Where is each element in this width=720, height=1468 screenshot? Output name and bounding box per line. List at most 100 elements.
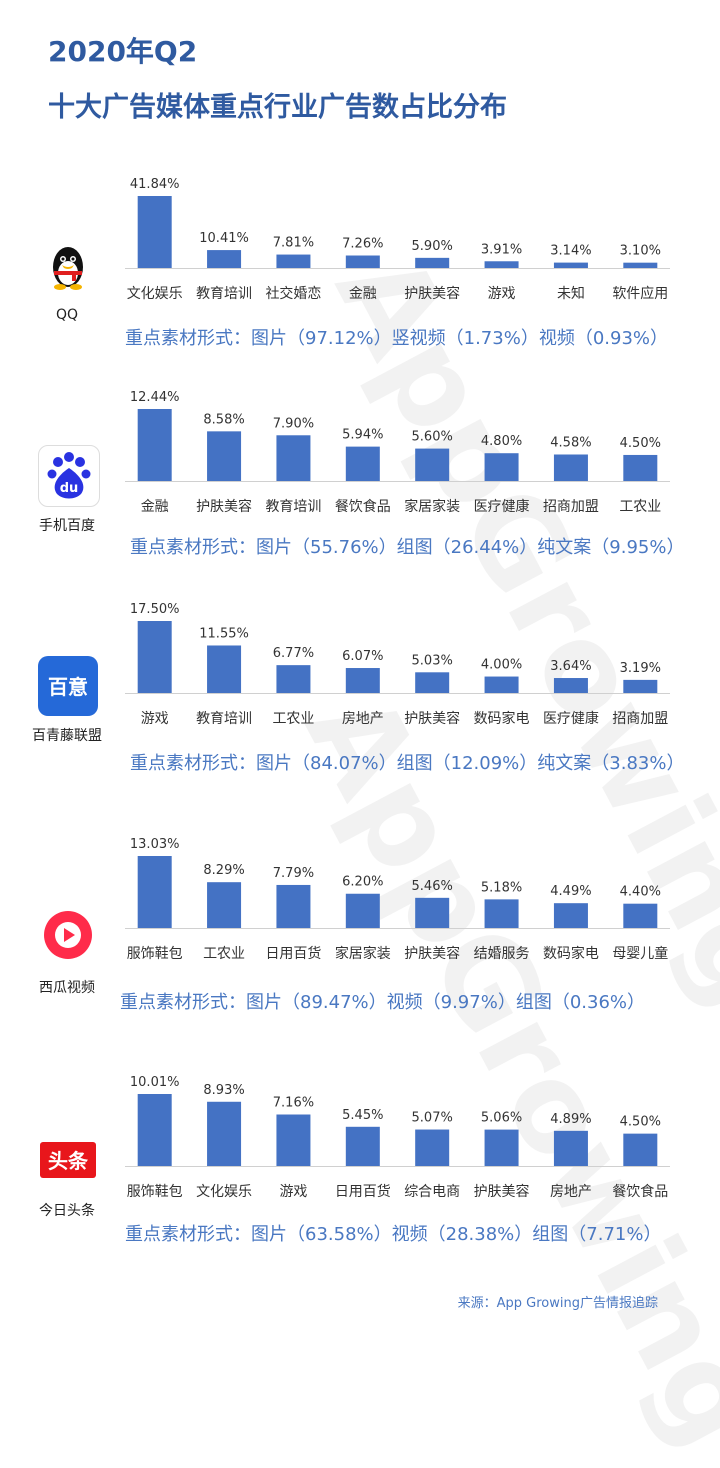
category-label: 餐饮食品 bbox=[335, 498, 391, 515]
data-label: 4.50% bbox=[620, 436, 661, 451]
category-label: 教育培训 bbox=[196, 286, 252, 302]
category-label: 招商加盟 bbox=[543, 499, 599, 515]
bar-chart-svg: 41.84% 文化娱乐 10.41% 教育培训 7.81% 社交婚恋 7.26% 金融 5.90… bbox=[125, 177, 670, 302]
data-label: 17.50% bbox=[130, 602, 180, 617]
category-label: 文化娱乐 bbox=[196, 1184, 252, 1200]
bar bbox=[345, 446, 380, 481]
bar bbox=[345, 1126, 380, 1166]
bar bbox=[623, 454, 658, 481]
logo-text: 头条 bbox=[48, 1149, 89, 1173]
data-label: 4.80% bbox=[481, 434, 522, 449]
bar bbox=[484, 261, 519, 268]
category-label: 游戏 bbox=[488, 286, 516, 302]
data-label: 4.00% bbox=[481, 658, 522, 673]
bar bbox=[623, 903, 658, 928]
bar bbox=[484, 1129, 519, 1166]
category-label: 房地产 bbox=[342, 711, 384, 727]
panel-baidu: du 手机百度 12.44% 金融 8.58% 护肤美容 7.90% 教育培训 5.94% 餐… bbox=[0, 378, 720, 578]
data-label: 5.18% bbox=[481, 880, 522, 895]
baiqingteng-icon: 百意 bbox=[38, 656, 98, 716]
category-label: 文化娱乐 bbox=[127, 286, 183, 302]
category-label: 医疗健康 bbox=[543, 710, 599, 727]
bar bbox=[345, 893, 380, 928]
bar bbox=[553, 1130, 588, 1166]
platform-name: 西瓜视频 bbox=[39, 980, 95, 996]
data-label: 13.03% bbox=[130, 837, 180, 852]
data-label: 4.89% bbox=[550, 1112, 591, 1127]
category-label: 游戏 bbox=[141, 711, 169, 727]
data-label: 12.44% bbox=[130, 390, 180, 405]
bar bbox=[484, 676, 519, 693]
data-label: 6.07% bbox=[342, 649, 383, 664]
bar bbox=[276, 254, 311, 268]
bar-chart-svg: 10.01% 服饰鞋包 8.93% 文化娱乐 7.16% 游戏 5.45% 日用百货 5.07%… bbox=[125, 1075, 670, 1200]
category-label: 教育培训 bbox=[196, 711, 252, 727]
source-note: 来源：App Growing广告情报追踪 bbox=[457, 1296, 658, 1311]
data-label: 5.06% bbox=[481, 1111, 522, 1126]
bar bbox=[276, 435, 311, 481]
bar bbox=[553, 678, 588, 693]
bar bbox=[207, 250, 242, 268]
panel-xigua: 西瓜视频 13.03% 服饰鞋包 8.29% 工农业 7.79% 日用百货 6.20% 家居家… bbox=[0, 825, 720, 1025]
category-label: 护肤美容 bbox=[474, 1183, 530, 1200]
material-note: 重点素材形式：图片（89.47%）视频（9.97%）组图（0.36%） bbox=[120, 992, 645, 1013]
data-label: 11.55% bbox=[199, 626, 249, 641]
data-label: 4.58% bbox=[550, 435, 591, 450]
bar bbox=[553, 454, 588, 481]
category-label: 社交婚恋 bbox=[265, 285, 321, 302]
category-label: 教育培训 bbox=[265, 499, 321, 515]
data-label: 6.77% bbox=[273, 646, 314, 661]
bar bbox=[137, 621, 172, 693]
category-label: 日用百货 bbox=[265, 945, 321, 962]
panel-toutiao: 头条 今日头条 10.01% 服饰鞋包 8.93% 文化娱乐 7.16% 游戏 5.45% 日… bbox=[0, 1060, 720, 1260]
data-label: 4.50% bbox=[620, 1115, 661, 1130]
data-label: 7.26% bbox=[342, 237, 383, 252]
bar-chart-toutiao: 10.01% 服饰鞋包 8.93% 文化娱乐 7.16% 游戏 5.45% 日用百货 5.07%… bbox=[120, 1068, 675, 1203]
bar bbox=[207, 431, 242, 481]
data-label: 7.16% bbox=[273, 1095, 314, 1110]
category-label: 未知 bbox=[557, 285, 585, 302]
category-label: 服饰鞋包 bbox=[127, 946, 183, 962]
bar bbox=[415, 897, 450, 928]
bar bbox=[415, 448, 450, 481]
bar bbox=[276, 884, 311, 928]
data-label: 3.64% bbox=[550, 659, 591, 674]
data-label: 6.20% bbox=[342, 875, 383, 890]
bar bbox=[553, 262, 588, 268]
bar bbox=[207, 645, 242, 693]
bar bbox=[137, 856, 172, 928]
bar bbox=[276, 1114, 311, 1166]
material-note: 重点素材形式：图片（55.76%）组图（26.44%）纯文案（9.95%） bbox=[130, 537, 685, 558]
category-label: 综合电商 bbox=[404, 1184, 460, 1200]
data-label: 4.40% bbox=[620, 885, 661, 900]
category-label: 家居家装 bbox=[404, 498, 460, 515]
platform-name: QQ bbox=[55, 307, 79, 323]
bar-chart-xigua: 13.03% 服饰鞋包 8.29% 工农业 7.79% 日用百货 6.20% 家居家装 5.46… bbox=[120, 830, 675, 965]
category-label: 护肤美容 bbox=[404, 710, 460, 727]
bar-chart-svg: 17.50% 游戏 11.55% 教育培训 6.77% 工农业 6.07% 房地产 5.03% 护… bbox=[125, 602, 670, 727]
logo-text: 百意 bbox=[48, 675, 88, 699]
data-label: 4.49% bbox=[550, 884, 591, 899]
bar bbox=[415, 257, 450, 268]
bar bbox=[623, 1133, 658, 1166]
bar bbox=[276, 665, 311, 693]
platform-name: 今日头条 bbox=[39, 1203, 95, 1219]
category-label: 软件应用 bbox=[612, 285, 668, 302]
data-label: 8.93% bbox=[203, 1083, 244, 1098]
category-label: 工农业 bbox=[203, 946, 245, 962]
panel-baiqingteng: 百意 百青藤联盟 17.50% 游戏 11.55% 教育培训 6.77% 工农业 6.07%… bbox=[0, 592, 720, 792]
bar bbox=[623, 262, 658, 268]
data-label: 8.29% bbox=[203, 863, 244, 878]
category-label: 金融 bbox=[141, 499, 169, 515]
platform-name: 手机百度 bbox=[39, 518, 95, 534]
data-label: 7.90% bbox=[273, 416, 314, 431]
main-title: 十大广告媒体重点行业广告数占比分布 bbox=[48, 92, 507, 123]
qq-penguin-icon bbox=[38, 235, 98, 295]
data-label: 3.91% bbox=[481, 242, 522, 257]
bar-chart-svg: 13.03% 服饰鞋包 8.29% 工农业 7.79% 日用百货 6.20% 家居家装 5.46… bbox=[125, 837, 670, 962]
data-label: 7.81% bbox=[273, 236, 314, 251]
data-label: 5.45% bbox=[342, 1108, 383, 1123]
data-label: 5.46% bbox=[412, 879, 453, 894]
category-label: 工农业 bbox=[272, 711, 314, 727]
data-label: 5.90% bbox=[412, 239, 453, 254]
